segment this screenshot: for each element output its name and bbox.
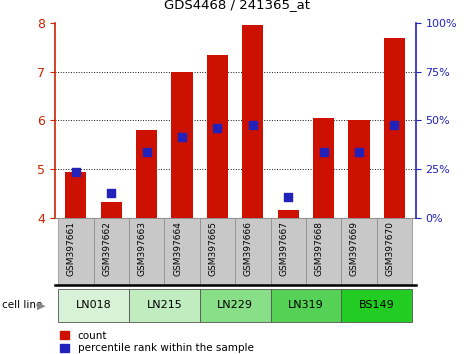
Text: GSM397664: GSM397664	[173, 221, 182, 276]
Point	[107, 190, 115, 196]
FancyBboxPatch shape	[129, 289, 200, 322]
FancyBboxPatch shape	[342, 218, 377, 285]
Text: BS149: BS149	[359, 300, 395, 310]
Point	[320, 149, 327, 155]
Text: cell line: cell line	[2, 300, 43, 310]
Text: GSM397670: GSM397670	[385, 221, 394, 276]
FancyBboxPatch shape	[200, 218, 235, 285]
Text: GDS4468 / 241365_at: GDS4468 / 241365_at	[164, 0, 311, 11]
Bar	[242, 25, 264, 218]
Point	[143, 149, 151, 155]
Text: LN018: LN018	[76, 300, 112, 310]
Point	[390, 122, 398, 128]
Point	[285, 194, 292, 200]
FancyBboxPatch shape	[164, 218, 200, 285]
Text: GSM397663: GSM397663	[138, 221, 147, 276]
Point	[72, 170, 80, 175]
Point	[249, 122, 256, 128]
Text: GSM397667: GSM397667	[279, 221, 288, 276]
Text: GSM397666: GSM397666	[244, 221, 253, 276]
FancyBboxPatch shape	[200, 289, 271, 322]
Text: LN215: LN215	[146, 300, 182, 310]
Text: GSM397662: GSM397662	[102, 221, 111, 276]
FancyBboxPatch shape	[271, 289, 342, 322]
Text: GSM397669: GSM397669	[350, 221, 359, 276]
Text: ▶: ▶	[37, 300, 46, 310]
FancyBboxPatch shape	[94, 218, 129, 285]
Text: LN229: LN229	[217, 300, 253, 310]
Bar	[171, 72, 193, 218]
Point	[178, 135, 186, 140]
Bar	[384, 38, 405, 218]
FancyBboxPatch shape	[377, 218, 412, 285]
Bar	[277, 210, 299, 218]
Text: GSM397668: GSM397668	[314, 221, 323, 276]
Bar	[313, 118, 334, 218]
Bar	[348, 120, 370, 218]
FancyBboxPatch shape	[271, 218, 306, 285]
Bar	[65, 172, 86, 218]
Bar	[207, 55, 228, 218]
Text: LN319: LN319	[288, 300, 324, 310]
Text: GSM397665: GSM397665	[209, 221, 218, 276]
FancyBboxPatch shape	[58, 289, 129, 322]
Bar	[101, 202, 122, 218]
FancyBboxPatch shape	[235, 218, 271, 285]
FancyBboxPatch shape	[58, 218, 94, 285]
Bar	[136, 130, 157, 218]
Point	[214, 125, 221, 131]
FancyBboxPatch shape	[342, 289, 412, 322]
Point	[355, 149, 363, 155]
Legend: count, percentile rank within the sample: count, percentile rank within the sample	[60, 331, 254, 354]
FancyBboxPatch shape	[306, 218, 342, 285]
FancyBboxPatch shape	[129, 218, 164, 285]
Text: GSM397661: GSM397661	[67, 221, 76, 276]
